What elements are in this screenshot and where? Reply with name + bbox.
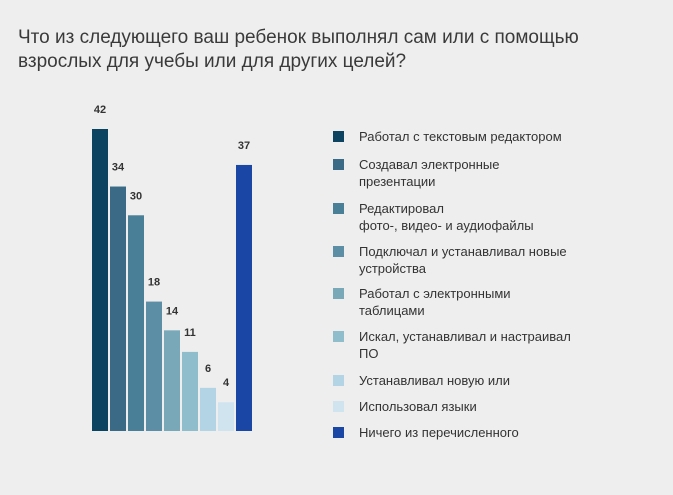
bar-5 [164, 330, 180, 431]
legend-item-3: Редактировал фото-, видео- и аудиофайлы [333, 200, 663, 234]
legend-label-1: Работал с текстовым редактором [359, 128, 562, 145]
chart-title: Что из следующего ваш ребенок выполнял с… [18, 27, 579, 72]
legend-label-line: Работал с электронными [359, 286, 511, 301]
bar-value-label-9: 37 [238, 140, 250, 152]
bar-6 [182, 351, 198, 431]
legend-item-5: Работал с электронными таблицами [333, 285, 663, 319]
bar-value-label-1: 42 [94, 104, 106, 116]
legend-label-7: Устанавливал новую или [359, 372, 510, 389]
bar-value-label-6: 11 [184, 327, 196, 339]
legend-label-line: Создавал электронные [359, 157, 500, 172]
legend-label-line: Подключал и устанавливал новые [359, 244, 567, 259]
bar-2 [110, 186, 126, 431]
legend-swatch-6 [333, 331, 344, 342]
legend-item-1: Работал с текстовым редактором [333, 128, 663, 145]
bar-8 [218, 402, 234, 431]
legend-item-9: Ничего из перечисленного [333, 424, 663, 441]
legend-label-9: Ничего из перечисленного [359, 424, 519, 441]
bar-9 [236, 164, 252, 431]
legend-label-8: Использовал языки [359, 398, 477, 415]
legend-label-line: Ничего из перечисленного [359, 425, 519, 440]
legend-swatch-8 [333, 401, 344, 412]
bar-4 [146, 301, 162, 431]
legend-item-6: Искал, устанавливал и настраивал ПО [333, 328, 663, 362]
legend-label-line: Устанавливал новую или [359, 373, 510, 388]
legend-label-line: Работал с текстовым редактором [359, 129, 562, 144]
legend-label-line: презентации [359, 174, 436, 189]
legend-label-line: таблицами [359, 303, 425, 318]
legend-label-line: фото-, видео- и аудиофайлы [359, 218, 534, 233]
legend-swatch-3 [333, 203, 344, 214]
bar-3 [128, 215, 144, 431]
legend-swatch-2 [333, 159, 344, 170]
bar-7 [200, 387, 216, 431]
legend-item-7: Устанавливал новую или [333, 372, 663, 389]
legend-label-4: Подключал и устанавливал новые устройства [359, 243, 567, 277]
legend-label-line: Искал, устанавливал и настраивал [359, 329, 571, 344]
legend-swatch-4 [333, 246, 344, 257]
legend-item-4: Подключал и устанавливал новые устройства [333, 243, 663, 277]
legend-swatch-1 [333, 131, 344, 142]
legend-label-line: устройства [359, 261, 426, 276]
legend-swatch-7 [333, 375, 344, 386]
legend-swatch-9 [333, 427, 344, 438]
bar-value-label-3: 30 [130, 190, 142, 202]
legend-label-3: Редактировал фото-, видео- и аудиофайлы [359, 200, 534, 234]
bar-value-label-5: 14 [166, 305, 179, 317]
bar-value-label-7: 6 [205, 363, 211, 375]
legend-item-2: Создавал электронные презентации [333, 156, 663, 190]
legend-label-2: Создавал электронные презентации [359, 156, 500, 190]
legend-label-line: ПО [359, 346, 379, 361]
legend-label-line: Использовал языки [359, 399, 477, 414]
legend-item-8: Использовал языки [333, 398, 663, 415]
legend-swatch-5 [333, 288, 344, 299]
bar-value-label-4: 18 [148, 277, 160, 289]
legend-label-6: Искал, устанавливал и настраивал ПО [359, 328, 571, 362]
bar-1 [92, 129, 108, 431]
legend-label-line: Редактировал [359, 201, 444, 216]
bar-value-label-8: 4 [223, 377, 230, 389]
legend-label-5: Работал с электронными таблицами [359, 285, 511, 319]
bar-value-label-2: 34 [112, 162, 125, 174]
